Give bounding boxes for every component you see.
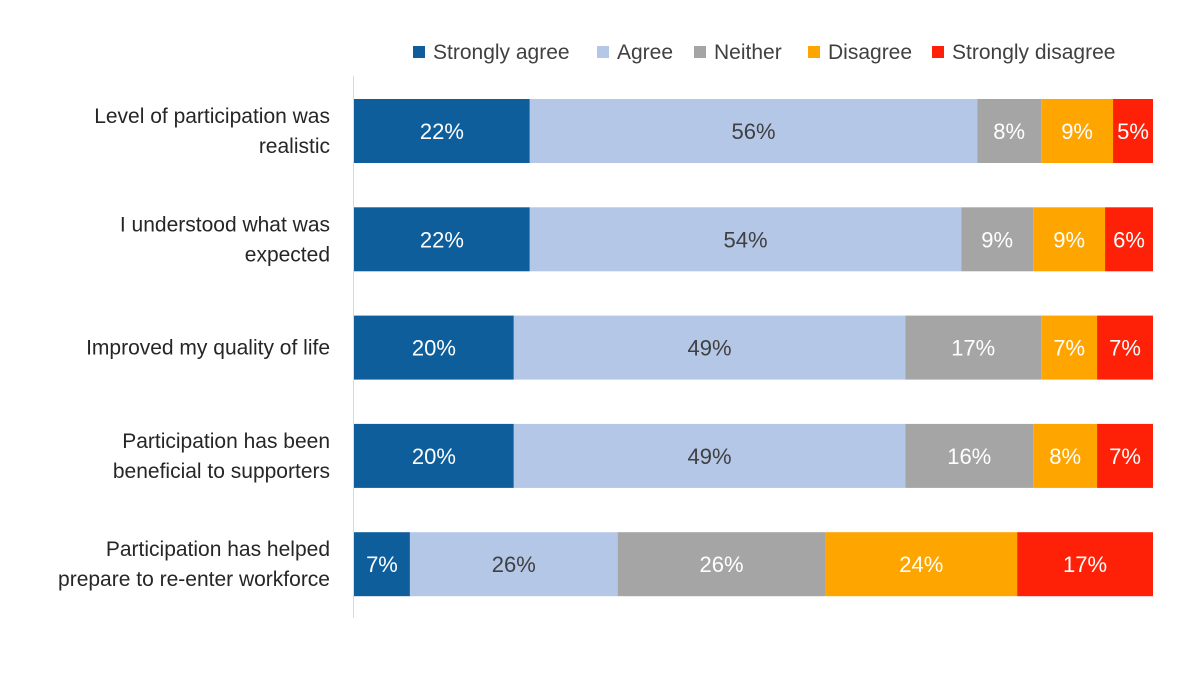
data-label: 49%: [688, 336, 732, 361]
legend-label: Neither: [714, 41, 782, 64]
category-label: beneficial to supporters: [113, 460, 330, 483]
bar-segment: [354, 315, 514, 380]
category-label: realistic: [259, 135, 330, 158]
legend-swatch: [808, 46, 820, 58]
data-label: 16%: [947, 444, 991, 469]
category-label: I understood what was: [120, 213, 330, 236]
bar-segment: [1017, 532, 1153, 597]
bar-segment: [1033, 207, 1106, 272]
bar-segment: [905, 315, 1042, 380]
data-label: 6%: [1113, 227, 1145, 252]
bar-segment: [1105, 207, 1153, 272]
bar-segment: [409, 532, 618, 597]
data-label: 26%: [700, 552, 744, 577]
legend-label: Strongly agree: [433, 41, 570, 64]
bar-segment: [354, 207, 530, 272]
data-label: 7%: [1053, 336, 1085, 361]
legend-swatch: [597, 46, 609, 58]
data-label: 17%: [1063, 552, 1107, 577]
data-label: 5%: [1117, 119, 1149, 144]
category-labels: Level of participation was realistic I und…: [58, 105, 330, 591]
data-label: 26%: [492, 552, 536, 577]
bar-segment: [617, 532, 826, 597]
legend-swatch: [932, 46, 944, 58]
category-label: Level of participation was: [94, 105, 330, 128]
data-label: 49%: [688, 444, 732, 469]
data-label: 7%: [1109, 336, 1141, 361]
data-label: 24%: [899, 552, 943, 577]
legend-label: Agree: [617, 41, 673, 64]
data-label: 9%: [1053, 227, 1085, 252]
data-label: 7%: [366, 552, 398, 577]
category-label: Participation has helped: [106, 538, 330, 561]
bar-segment: [1033, 423, 1098, 488]
bar-segment: [529, 99, 978, 163]
data-label: 7%: [1109, 444, 1141, 469]
data-label: 8%: [993, 119, 1025, 144]
category-label: expected: [245, 243, 330, 266]
data-label: 20%: [412, 336, 456, 361]
data-label: 9%: [981, 227, 1013, 252]
data-label: 17%: [951, 336, 995, 361]
data-label: 9%: [1061, 119, 1093, 144]
legend-swatch: [694, 46, 706, 58]
category-label: Participation has been: [122, 430, 330, 453]
legend-swatch: [413, 46, 425, 58]
bar-segment: [977, 99, 1042, 163]
bar-segment: [529, 207, 962, 272]
bar-segment: [513, 423, 906, 488]
bar-segment: [1113, 99, 1153, 163]
data-label: 22%: [420, 119, 464, 144]
bar-segment: [354, 532, 410, 597]
bar-segment: [354, 99, 530, 163]
data-label: 22%: [420, 227, 464, 252]
data-label: 56%: [731, 119, 775, 144]
category-label: Improved my quality of life: [86, 337, 330, 360]
legend-label: Disagree: [828, 41, 912, 64]
data-label: 20%: [412, 444, 456, 469]
legend-label: Strongly disagree: [952, 41, 1115, 64]
bar-segment: [1097, 315, 1153, 380]
bar-segment: [1041, 99, 1114, 163]
bar-segment: [354, 423, 514, 488]
data-label: 8%: [1049, 444, 1081, 469]
data-label: 54%: [723, 227, 767, 252]
bar-segment: [905, 423, 1034, 488]
category-label: prepare to re-enter workforce: [58, 568, 330, 591]
bars: 22% 56% 8% 9% 5% 22% 54% 9% 9% 6% 20% 49% 17% 7% 7% 20%…: [354, 99, 1153, 597]
bar-segment: [1097, 423, 1153, 488]
bar-segment: [825, 532, 1018, 597]
bar-segment: [1041, 315, 1098, 380]
bar-segment: [513, 315, 906, 380]
bar-segment: [961, 207, 1034, 272]
legend: Strongly agree Agree Neither Disagree Strong…: [413, 41, 1115, 64]
